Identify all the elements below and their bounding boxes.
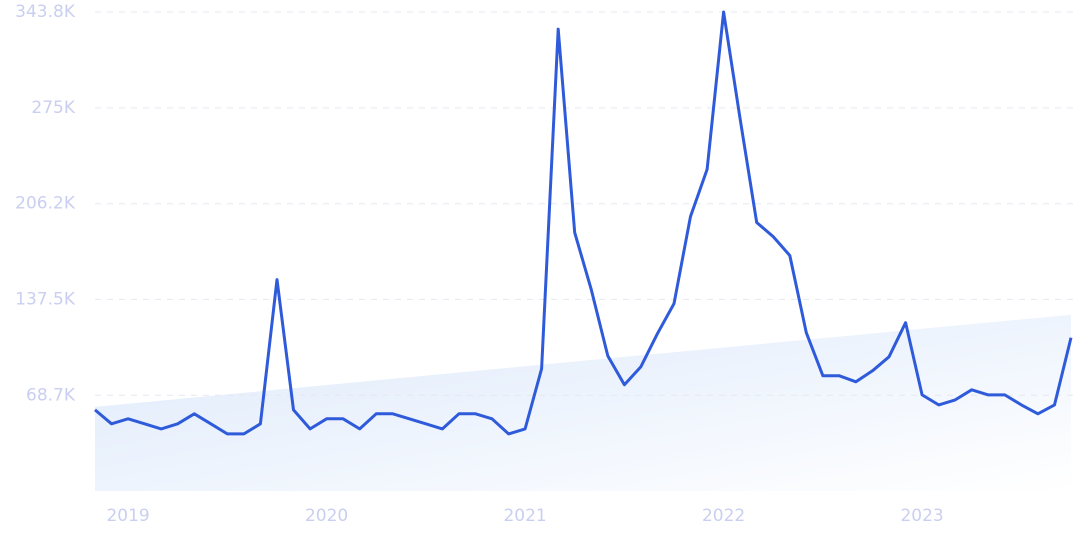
x-tick-label: 2020 <box>305 506 348 526</box>
y-tick-label: 68.7K <box>26 385 76 405</box>
x-tick-label: 2023 <box>900 506 943 526</box>
x-tick-label: 2021 <box>503 506 546 526</box>
x-tick-label: 2019 <box>106 506 149 526</box>
y-tick-label: 206.2K <box>15 194 76 214</box>
y-tick-label: 343.8K <box>15 2 76 22</box>
y-tick-label: 275K <box>31 98 75 118</box>
line <box>94 10 1073 436</box>
trend-area <box>95 314 1071 491</box>
x-tick-label: 2022 <box>702 506 745 526</box>
y-tick-label: 137.5K <box>15 289 76 309</box>
